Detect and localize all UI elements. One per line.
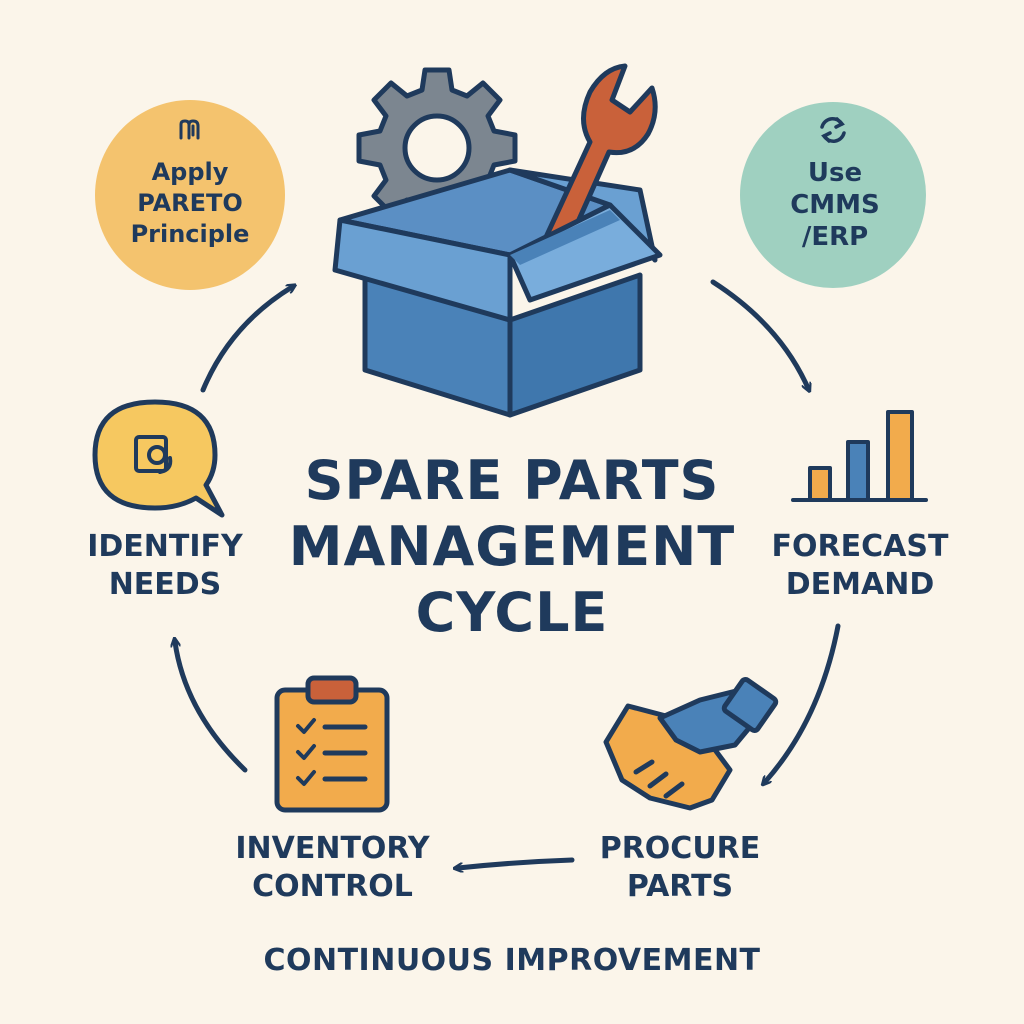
- clipboard-checklist-icon: [274, 675, 390, 813]
- speech-bubble-gear-icon: [92, 399, 225, 518]
- inventory-line2: CONTROL: [252, 869, 413, 904]
- step-procure-parts: PROCURE PARTS: [570, 830, 790, 906]
- cmms-line1: Use: [807, 158, 863, 188]
- pareto-glyph-icon: [179, 119, 200, 140]
- pareto-line1: Apply: [151, 158, 229, 186]
- pareto-line2: PARETO: [137, 189, 243, 217]
- arrow-box-to-forecast: [710, 279, 808, 388]
- arrow-forecast-to-procure: [765, 623, 841, 782]
- arrow-identify-to-pareto: [200, 287, 292, 393]
- step-inventory-control: INVENTORY CONTROL: [215, 830, 450, 906]
- procure-line1: PROCURE: [599, 831, 761, 866]
- pareto-tip-text: Apply PARETO Principle: [95, 157, 285, 250]
- title-line2: MANAGEMENT: [288, 515, 736, 578]
- title-line3: CYCLE: [415, 581, 609, 644]
- sync-icon: [820, 117, 846, 143]
- diagram-title: SPARE PARTS MANAGEMENT CYCLE: [262, 448, 762, 646]
- arrow-procure-to-inventory: [458, 857, 575, 868]
- footer-caption: CONTINUOUS IMPROVEMENT: [263, 943, 761, 978]
- arrow-inventory-to-identify: [175, 642, 248, 773]
- bar-chart-icon: [791, 410, 928, 502]
- cmms-tip-text: Use CMMS /ERP: [740, 157, 930, 253]
- handshake-icon: [603, 677, 779, 811]
- wrench-icon: [537, 63, 658, 263]
- title-line1: SPARE PARTS: [304, 449, 720, 512]
- cmms-bubble: [740, 102, 926, 288]
- pareto-line3: Principle: [130, 220, 250, 248]
- identify-line1: IDENTIFY: [87, 529, 243, 564]
- cmms-line3: /ERP: [801, 222, 869, 252]
- step-forecast-demand: FORECAST DEMAND: [745, 528, 975, 604]
- forecast-line1: FORECAST: [771, 529, 949, 564]
- cmms-line2: CMMS: [790, 190, 880, 220]
- box-icon: [332, 63, 663, 418]
- inventory-line1: INVENTORY: [235, 831, 430, 866]
- step-identify-needs: IDENTIFY NEEDS: [60, 528, 270, 604]
- procure-line2: PARTS: [626, 869, 734, 904]
- forecast-line2: DEMAND: [785, 567, 935, 602]
- identify-line2: NEEDS: [108, 567, 222, 602]
- pareto-bubble: [95, 100, 285, 290]
